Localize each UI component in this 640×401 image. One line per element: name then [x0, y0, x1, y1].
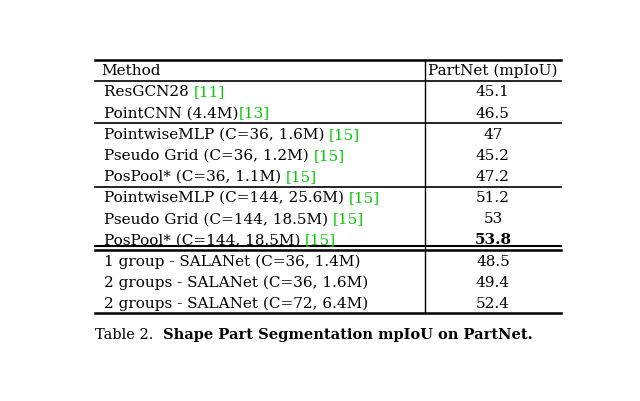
- Text: 2 groups - SALANet (C=36, 1.6M): 2 groups - SALANet (C=36, 1.6M): [104, 275, 368, 289]
- Text: Pseudo Grid (C=144, 18.5M): Pseudo Grid (C=144, 18.5M): [104, 212, 333, 226]
- Text: 49.4: 49.4: [476, 275, 510, 289]
- Text: [11]: [11]: [193, 85, 225, 99]
- Text: 47: 47: [483, 128, 502, 141]
- Text: 48.5: 48.5: [476, 254, 510, 268]
- Text: [15]: [15]: [286, 170, 317, 184]
- Text: Shape Part Segmentation mpIoU on PartNet.: Shape Part Segmentation mpIoU on PartNet…: [163, 328, 532, 342]
- Text: [15]: [15]: [314, 148, 344, 162]
- Text: 53: 53: [483, 212, 502, 226]
- Text: [15]: [15]: [305, 233, 336, 247]
- Text: 45.1: 45.1: [476, 85, 510, 99]
- Text: 1 group - SALANet (C=36, 1.4M): 1 group - SALANet (C=36, 1.4M): [104, 254, 360, 268]
- Text: [15]: [15]: [333, 212, 364, 226]
- Text: 47.2: 47.2: [476, 170, 510, 184]
- Text: 46.5: 46.5: [476, 106, 510, 120]
- Text: PartNet (mpIoU): PartNet (mpIoU): [428, 64, 557, 78]
- Text: 52.4: 52.4: [476, 296, 510, 310]
- Text: Pseudo Grid (C=36, 1.2M): Pseudo Grid (C=36, 1.2M): [104, 148, 314, 162]
- Text: PosPool* (C=36, 1.1M): PosPool* (C=36, 1.1M): [104, 170, 286, 184]
- Text: 51.2: 51.2: [476, 190, 510, 205]
- Text: [13]: [13]: [238, 106, 269, 120]
- Text: 2 groups - SALANet (C=72, 6.4M): 2 groups - SALANet (C=72, 6.4M): [104, 296, 368, 310]
- Text: ResGCN28: ResGCN28: [104, 85, 193, 99]
- Text: PosPool* (C=144, 18.5M): PosPool* (C=144, 18.5M): [104, 233, 305, 247]
- Text: [15]: [15]: [329, 128, 360, 141]
- Text: [15]: [15]: [349, 190, 380, 205]
- Text: 53.8: 53.8: [474, 233, 511, 247]
- Text: 45.2: 45.2: [476, 148, 510, 162]
- Text: Table 2.: Table 2.: [95, 328, 163, 342]
- Text: PointwiseMLP (C=144, 25.6M): PointwiseMLP (C=144, 25.6M): [104, 190, 349, 205]
- Text: PointCNN (4.4M): PointCNN (4.4M): [104, 106, 238, 120]
- Text: PointwiseMLP (C=36, 1.6M): PointwiseMLP (C=36, 1.6M): [104, 128, 329, 141]
- Text: Method: Method: [101, 64, 161, 78]
